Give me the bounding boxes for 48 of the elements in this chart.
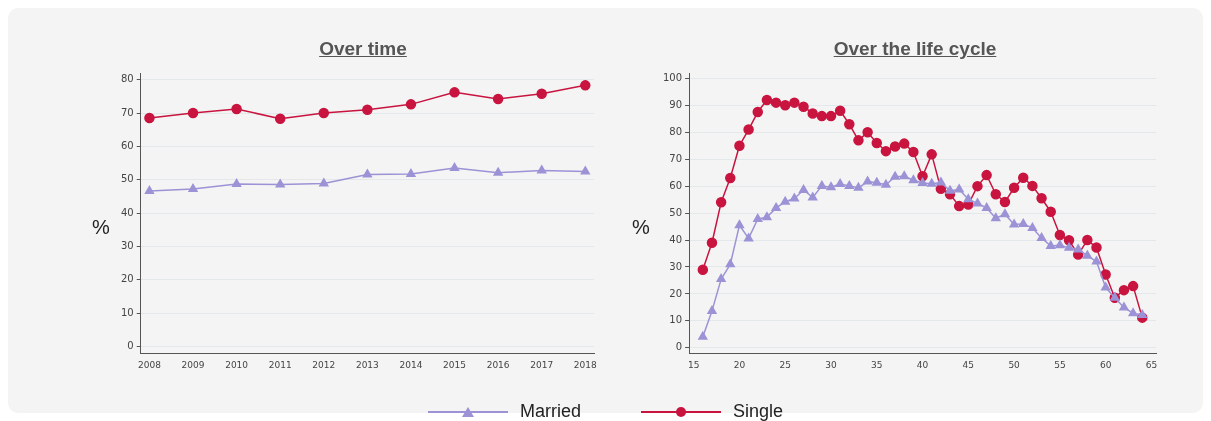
x-tick-label: 2013 bbox=[355, 359, 379, 370]
y-axis-title: % bbox=[92, 216, 110, 239]
x-tick-label: 2018 bbox=[573, 359, 598, 370]
chart-title: Over the life cycle bbox=[832, 38, 998, 60]
x-tick-label: 2008 bbox=[137, 359, 162, 370]
x-tick-label: 20 bbox=[733, 359, 746, 370]
y-tick-label: 70 bbox=[669, 152, 683, 164]
y-tick-label: 20 bbox=[669, 287, 683, 299]
y-tick-label: 40 bbox=[120, 206, 134, 218]
legend-label: Married bbox=[520, 401, 582, 421]
x-tick-label: 65 bbox=[1145, 359, 1158, 370]
x-tick-label: 50 bbox=[1008, 359, 1021, 370]
y-tick-label: 30 bbox=[669, 260, 683, 272]
x-tick-label: 30 bbox=[825, 359, 837, 370]
y-tick-label: 30 bbox=[120, 240, 134, 252]
x-tick-label: 25 bbox=[779, 359, 791, 370]
x-tick-label: 35 bbox=[871, 359, 883, 370]
y-tick-label: 40 bbox=[669, 233, 683, 245]
y-tick-label: 80 bbox=[120, 73, 134, 85]
y-tick-label: 0 bbox=[127, 340, 134, 352]
x-tick-label: 60 bbox=[1099, 359, 1112, 370]
x-tick-label: 55 bbox=[1054, 359, 1066, 370]
x-tick-label: 2015 bbox=[443, 359, 466, 370]
x-tick-label: 2009 bbox=[181, 359, 205, 370]
y-tick-label: 10 bbox=[669, 314, 683, 326]
x-tick-label: 40 bbox=[916, 359, 929, 370]
x-tick-label: 2016 bbox=[486, 359, 510, 370]
chart-title: Over time bbox=[318, 38, 408, 60]
legend-label: Single bbox=[733, 401, 784, 421]
x-tick-label: 45 bbox=[962, 359, 975, 370]
x-tick-label: 2011 bbox=[268, 359, 292, 370]
x-tick-label: 2012 bbox=[312, 359, 336, 370]
y-tick-label: 50 bbox=[120, 173, 134, 185]
x-tick-label: 2010 bbox=[225, 359, 249, 370]
y-tick-label: 20 bbox=[120, 273, 134, 285]
y-tick-label: 90 bbox=[669, 98, 683, 110]
y-axis-title: % bbox=[632, 216, 650, 239]
y-tick-label: 10 bbox=[120, 306, 134, 318]
x-tick-label: 2017 bbox=[530, 359, 554, 370]
y-tick-label: 80 bbox=[669, 125, 683, 137]
y-tick-label: 60 bbox=[669, 179, 683, 191]
x-tick-label: 15 bbox=[687, 359, 700, 370]
y-tick-label: 50 bbox=[669, 206, 683, 218]
y-tick-label: 60 bbox=[120, 139, 134, 151]
y-tick-label: 70 bbox=[120, 106, 134, 118]
y-tick-label: 100 bbox=[662, 71, 683, 83]
y-tick-label: 0 bbox=[675, 341, 683, 353]
x-tick-label: 2014 bbox=[399, 359, 423, 370]
